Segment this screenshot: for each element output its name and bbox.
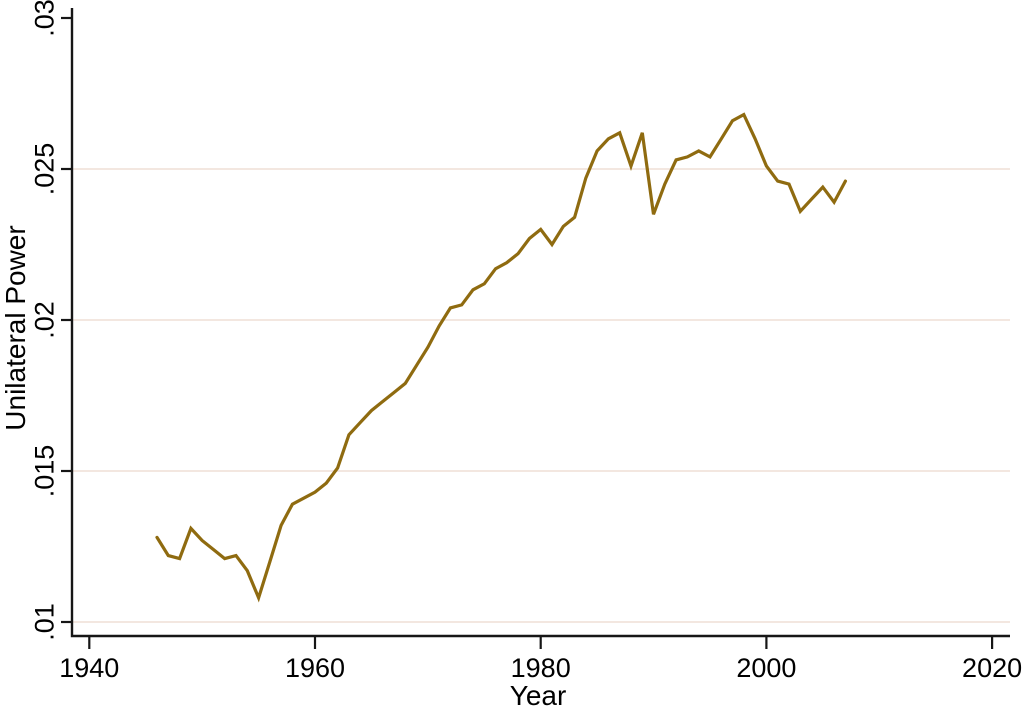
axis-lines bbox=[70, 8, 1010, 638]
y-tick-label-01: .01 bbox=[29, 603, 60, 641]
y-tick-label-025: .025 bbox=[29, 142, 60, 196]
x-tick-label-1960: 1960 bbox=[284, 653, 346, 683]
y-tick-label-015: .015 bbox=[29, 444, 60, 498]
data-line-unilateral-power bbox=[155, 112, 848, 603]
x-tick-label-1980: 1980 bbox=[510, 653, 571, 683]
x-axis-title: Year bbox=[509, 680, 567, 709]
x-tick-label-1940: 1940 bbox=[59, 653, 120, 683]
y-axis-title: Unilateral Power bbox=[0, 225, 31, 431]
y-tick-label-03: .03 bbox=[29, 0, 60, 37]
y-tick-label-02: .02 bbox=[29, 301, 60, 339]
x-tick-label-2000: 2000 bbox=[736, 653, 797, 683]
x-tick-label-2020: 2020 bbox=[962, 653, 1023, 683]
